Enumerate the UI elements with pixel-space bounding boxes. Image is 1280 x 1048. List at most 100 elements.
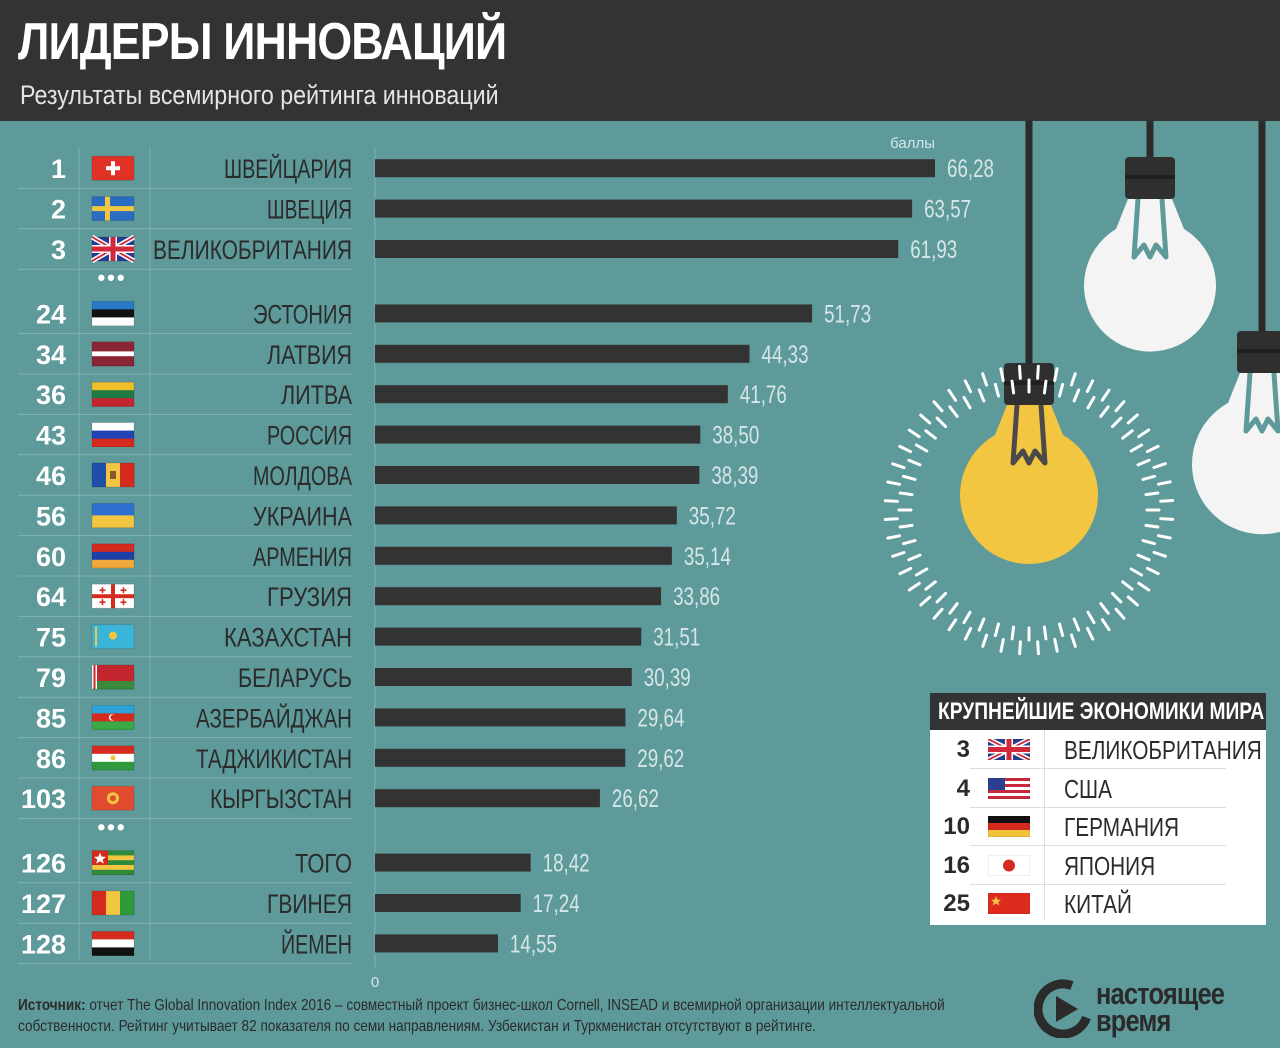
logo-line-2: время (1096, 1003, 1171, 1038)
bar (375, 934, 498, 953)
bar (375, 627, 642, 646)
rank-label: 36 (36, 380, 66, 410)
economy-flag (988, 854, 1030, 876)
country-label: ШВЕЦИЯ (267, 195, 352, 225)
flag-germany-icon (988, 816, 1030, 838)
rank-label: 128 (21, 929, 66, 959)
value-label: 29,62 (637, 745, 684, 773)
value-label: 33,86 (673, 583, 720, 611)
bar (375, 506, 677, 525)
country-label: МОЛДОВА (253, 461, 352, 491)
bar-row: 34 ЛАТВИЯ 44,33 (18, 340, 809, 375)
country-label: АРМЕНИЯ (253, 542, 352, 572)
flag-estonia-icon (91, 300, 135, 326)
rank-label: 86 (36, 744, 66, 774)
bar (375, 159, 935, 178)
flag-latvia-icon (91, 341, 135, 367)
bar-row: 36 ЛИТВА 41,76 (18, 380, 787, 415)
bar-row: 56 УКРАИНА 35,72 (18, 501, 736, 537)
flag-usa-icon (988, 777, 1030, 799)
bar (375, 385, 728, 404)
bar (375, 587, 662, 606)
flag-sweden-icon (91, 196, 135, 222)
bar (375, 240, 899, 258)
bar (375, 304, 813, 323)
bar-row: 24 ЭСТОНИЯ 51,73 (18, 299, 871, 335)
rank-label: 64 (36, 582, 66, 612)
bar-row: 103 КЫРГЫЗСТАН 26,62 (18, 784, 659, 819)
value-label: 66,28 (947, 155, 994, 183)
economy-row-divider (970, 883, 1226, 885)
economy-country: ВЕЛИКОБРИТАНИЯ (1064, 735, 1262, 765)
panel-title: КРУПНЕЙШИЕ ЭКОНОМИКИ МИРА (930, 693, 1266, 730)
country-label: ЛАТВИЯ (267, 340, 352, 370)
economy-rank: 16 (943, 851, 970, 879)
logo-text: настоящее время (1096, 978, 1225, 1038)
economy-country: США (1064, 773, 1112, 804)
rank-label: 75 (36, 623, 66, 653)
bar-row: 46 МОЛДОВА 38,39 (18, 461, 758, 496)
value-label: 38,39 (711, 462, 758, 490)
flag-kazakhstan-icon (91, 624, 135, 650)
rank-label: 79 (36, 663, 66, 693)
bar-chart: 1 ШВЕЙЦАРИЯ 66,28 2 ШВЕЦИЯ 63,57 3 ВЕЛИКОБРИТАН… (18, 121, 1280, 991)
country-label: ТОГО (295, 849, 352, 879)
rank-label: 60 (36, 542, 66, 572)
economy-row-divider (970, 806, 1226, 808)
flag-tajikistan-icon (91, 745, 135, 771)
light-rays-icon (883, 364, 1175, 656)
bar-row: 79 БЕЛАРУСЬ 30,39 (18, 663, 691, 698)
rank-label: 24 (36, 299, 66, 329)
gap-marker: ••• (97, 814, 126, 839)
country-label: КЫРГЫЗСТАН (210, 784, 352, 814)
country-label: ЭСТОНИЯ (253, 299, 352, 329)
source-note: Источник: отчет The Global Innovation In… (18, 995, 1018, 1037)
country-label: ЛИТВА (281, 380, 352, 410)
economy-rank: 25 (943, 890, 970, 918)
flag-azerbaijan-icon (91, 704, 135, 730)
economy-row: 3 ВЕЛИКОБРИТАНИЯ (930, 730, 1266, 769)
economy-row: 25 КИТАЙ (930, 884, 1266, 923)
page-title: ЛИДЕРЫ ИННОВАЦИЙ (18, 13, 507, 71)
economy-country: КИТАЙ (1064, 889, 1132, 920)
rank-label: 1 (51, 154, 66, 184)
bar (375, 748, 626, 767)
value-label: 14,55 (510, 930, 557, 958)
economy-flag (988, 893, 1030, 915)
source-text: отчет The Global Innovation Index 2016 –… (18, 997, 945, 1035)
flag-russia-icon (91, 422, 135, 448)
value-label: 18,42 (543, 850, 590, 878)
bar-row: 85 АЗЕРБАЙДЖАН 29,64 (18, 702, 684, 739)
economy-row-divider (970, 845, 1226, 847)
source-label: Источник: (18, 997, 86, 1014)
country-label: АЗЕРБАЙДЖАН (196, 702, 352, 733)
rank-label: 103 (21, 784, 66, 814)
country-label: ШВЕЙЦАРИЯ (224, 153, 352, 184)
bar-row: 3 ВЕЛИКОБРИТАНИЯ 61,93 (18, 234, 957, 270)
bar (375, 668, 632, 686)
flag-china-icon (988, 893, 1030, 915)
lightbulb-lit-icon (960, 121, 1099, 565)
rank-label: 2 (51, 195, 66, 225)
flag-belarus-icon (91, 664, 135, 690)
value-label: 63,57 (924, 196, 971, 224)
bar-row: 75 КАЗАХСТАН 31,51 (18, 623, 700, 658)
value-label: 30,39 (644, 664, 691, 692)
economy-rank: 4 (956, 774, 970, 802)
bar-row: 43 РОССИЯ 38,50 (18, 421, 759, 456)
country-label: УКРАИНА (253, 501, 352, 531)
rank-label: 85 (36, 703, 66, 733)
economy-row: 4 США (930, 769, 1266, 808)
country-label: ГВИНЕЯ (267, 889, 352, 919)
rank-label: 34 (36, 340, 66, 370)
header: ЛИДЕРЫ ИННОВАЦИЙ Результаты всемирного р… (0, 0, 1280, 121)
flag-ukraine-icon (91, 502, 135, 528)
flag-uk-icon (988, 739, 1030, 760)
lightbulb-off-icon (1192, 121, 1280, 535)
country-label: ЙЕМЕН (281, 928, 352, 959)
flag-switzerland-icon (91, 155, 135, 181)
bar (375, 425, 701, 444)
flag-uk-icon (90, 234, 136, 264)
value-label: 44,33 (762, 341, 809, 369)
flag-togo-icon (91, 850, 135, 876)
